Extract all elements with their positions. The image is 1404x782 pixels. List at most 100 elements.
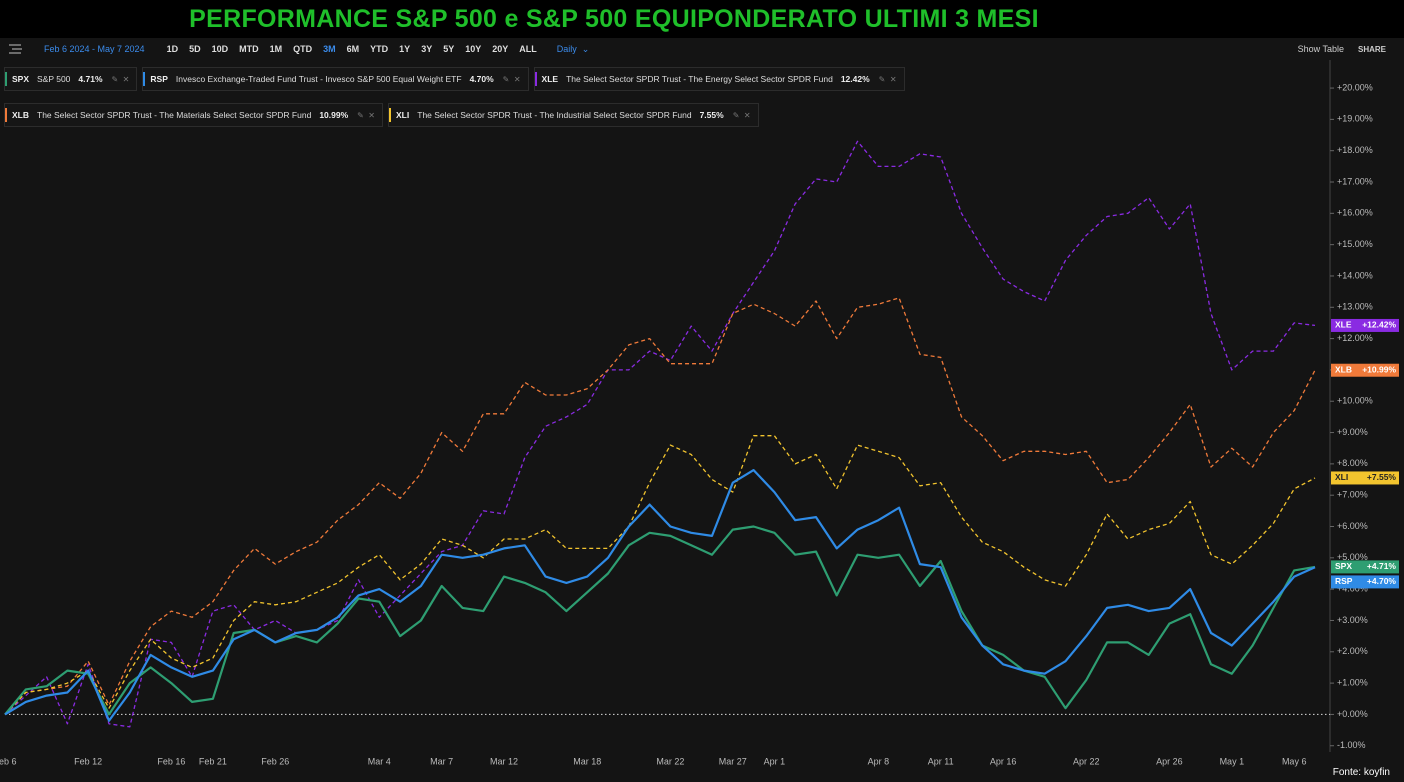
- legend-ticker: XLE: [541, 74, 559, 84]
- series-line: [4, 435, 1316, 715]
- y-tick-label: +8.00%: [1337, 458, 1368, 468]
- legend-swatch: [534, 72, 537, 86]
- end-label-value: +7.55%: [1367, 472, 1397, 482]
- series-line: [4, 525, 1316, 716]
- end-label: RSP +4.70%: [1331, 575, 1399, 589]
- range-button[interactable]: 3Y: [421, 44, 433, 54]
- y-tick-label: +15.00%: [1337, 239, 1373, 249]
- legend-item[interactable]: XLE The Select Sector SPDR Trust - The En…: [533, 67, 905, 91]
- x-tick-label: Mar 12: [490, 756, 518, 766]
- legend-change: 4.71%: [78, 74, 103, 84]
- x-tick-label: Apr 8: [868, 756, 890, 766]
- y-tick-label: +20.00%: [1337, 82, 1373, 92]
- legend-icons[interactable]: ✎ ✕: [732, 110, 751, 120]
- legend-change: 4.70%: [469, 74, 494, 84]
- legend: SPX S&P 500 4.71% ✎ ✕ RSP Invesco Exchange-Tr…: [4, 67, 934, 127]
- legend-item[interactable]: XLB The Select Sector SPDR Trust - The Ma…: [4, 103, 384, 127]
- range-button[interactable]: 20Y: [492, 44, 509, 54]
- end-label-ticker: XLB: [1335, 364, 1352, 374]
- menu-icon[interactable]: [8, 43, 24, 55]
- end-label-ticker: SPX: [1335, 561, 1352, 571]
- range-button[interactable]: 1M: [269, 44, 283, 54]
- series-line: [4, 140, 1316, 728]
- legend-name: The Select Sector SPDR Trust - The Indus…: [417, 110, 692, 120]
- legend-swatch: [5, 108, 7, 122]
- end-label-ticker: RSP: [1335, 576, 1353, 586]
- end-label-value: +12.42%: [1362, 320, 1396, 330]
- y-tick-label: +6.00%: [1337, 521, 1368, 531]
- y-tick-label: +1.00%: [1337, 677, 1368, 687]
- legend-name: S&P 500: [37, 74, 71, 84]
- y-tick-label: +9.00%: [1337, 427, 1368, 437]
- legend-swatch: [5, 72, 7, 86]
- range-button[interactable]: QTD: [293, 44, 313, 54]
- x-tick-label: Mar 18: [573, 756, 601, 766]
- legend-ticker: XLI: [396, 110, 410, 120]
- range-button[interactable]: YTD: [370, 44, 389, 54]
- toolbar: Feb 6 2024 - May 7 2024 1D 5D 10D MTD 1M QTD 3…: [0, 38, 1404, 60]
- x-tick-label: Feb 16: [157, 756, 185, 766]
- end-label-value: +4.71%: [1367, 561, 1397, 571]
- range-button[interactable]: 3M: [323, 44, 336, 54]
- end-label-value: +4.70%: [1367, 576, 1397, 586]
- page-title: PERFORMANCE S&P 500 e S&P 500 EQUIPONDER…: [189, 5, 1039, 33]
- legend-change: 12.42%: [840, 74, 870, 84]
- legend-name: The Select Sector SPDR Trust - The Energ…: [566, 74, 833, 84]
- end-label-ticker: XLE: [1335, 320, 1352, 330]
- legend-ticker: SPX: [12, 74, 30, 84]
- legend-ticker: RSP: [150, 74, 168, 84]
- date-range[interactable]: Feb 6 2024 - May 7 2024: [44, 44, 145, 54]
- x-tick-label: Feb 21: [199, 756, 227, 766]
- legend-icons[interactable]: ✎ ✕: [111, 74, 130, 84]
- x-tick-label: Apr 11: [928, 756, 954, 766]
- y-tick-label: +0.00%: [1337, 709, 1368, 719]
- y-tick-label: +19.00%: [1337, 114, 1373, 124]
- end-label-ticker: XLI: [1335, 472, 1348, 482]
- footer: Fonte: koyfin: [1332, 767, 1390, 778]
- y-tick-label: +4.00%: [1337, 584, 1368, 594]
- legend-icons[interactable]: ✎ ✕: [357, 110, 376, 120]
- legend-item[interactable]: RSP Invesco Exchange-Traded Fund Trust - …: [142, 67, 529, 91]
- y-tick-label: +3.00%: [1337, 615, 1368, 625]
- range-button[interactable]: 1D: [166, 44, 179, 54]
- range-button[interactable]: MTD: [239, 44, 259, 54]
- y-tick-label: +10.00%: [1337, 396, 1373, 406]
- x-tick-label: Mar 4: [368, 756, 391, 766]
- end-label: XLI +7.55%: [1331, 471, 1399, 485]
- share[interactable]: SHARE: [1357, 44, 1386, 54]
- range-button[interactable]: ALL: [519, 44, 537, 54]
- interval[interactable]: Daily: [556, 44, 577, 54]
- range-button[interactable]: 1Y: [399, 44, 411, 54]
- range-button[interactable]: 10D: [211, 44, 229, 54]
- show-table[interactable]: Show Table: [1297, 44, 1344, 54]
- end-label-box: [1331, 560, 1399, 574]
- end-label-box: [1331, 363, 1399, 377]
- legend-item[interactable]: XLI The Select Sector SPDR Trust - The In…: [388, 103, 759, 127]
- legend-change: 10.99%: [319, 110, 349, 120]
- x-tick-label: Mar 7: [430, 756, 453, 766]
- y-tick-label: +14.00%: [1337, 270, 1373, 280]
- y-tick-label: +13.00%: [1337, 302, 1373, 312]
- y-tick-label: +5.00%: [1337, 552, 1368, 562]
- range-button[interactable]: 5Y: [443, 44, 455, 54]
- series-line: [4, 469, 1316, 722]
- y-tick-label: +12.00%: [1337, 333, 1373, 343]
- legend-item[interactable]: SPX S&P 500 4.71% ✎ ✕: [4, 67, 138, 91]
- x-tick-label: Apr 26: [1156, 756, 1183, 766]
- y-tick-label: +18.00%: [1337, 145, 1373, 155]
- x-tick-label: Feb 12: [74, 756, 102, 766]
- end-label-box: [1331, 318, 1399, 332]
- legend-icons[interactable]: ✎ ✕: [502, 74, 521, 84]
- x-tick-label: Apr 16: [990, 756, 1017, 766]
- end-label: XLE +12.42%: [1331, 318, 1399, 332]
- y-tick-label: -1.00%: [1337, 740, 1366, 750]
- x-tick-label: Apr 22: [1073, 756, 1100, 766]
- legend-swatch: [143, 72, 146, 86]
- legend-icons[interactable]: ✎ ✕: [878, 74, 897, 84]
- range-button[interactable]: 5D: [189, 44, 201, 54]
- range-button[interactable]: 6M: [346, 44, 360, 54]
- chevron: ⌄: [581, 43, 590, 54]
- range-button[interactable]: 10Y: [465, 44, 482, 54]
